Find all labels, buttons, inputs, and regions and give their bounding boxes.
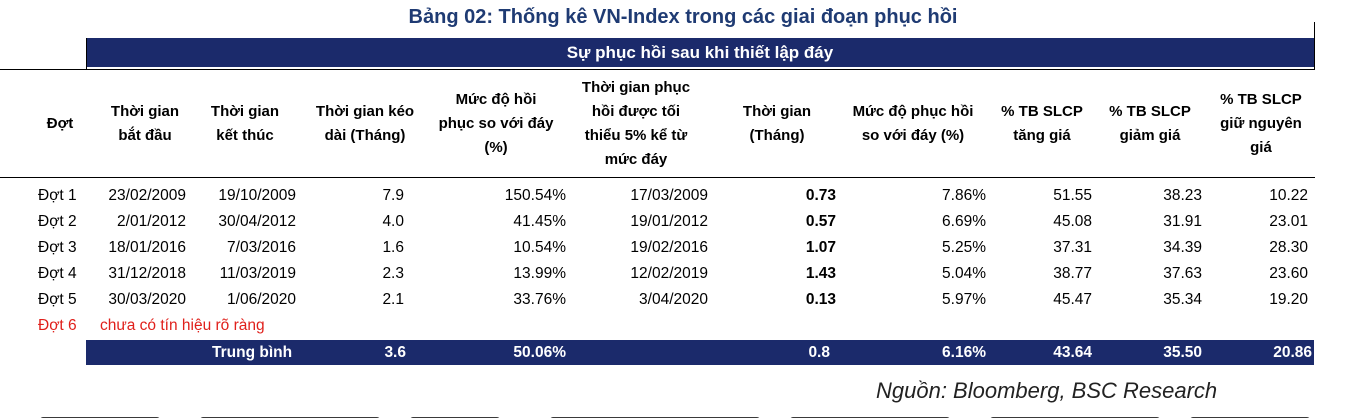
table-subheader: Sự phục hồi sau khi thiết lập đáy [86,38,1314,67]
right-border [1314,22,1315,70]
cell-flat: 23.60 [1269,265,1308,282]
left-border [86,38,87,70]
col-header-down: % TB SLCP giảm giá [1109,103,1191,144]
average-level: 6.16% [942,344,986,361]
cell-dot: Đợt 3 [38,239,77,256]
cell-down: 37.63 [1163,265,1202,282]
cell-lvl: 5.04% [942,265,986,282]
average-recovery: 50.06% [513,344,566,361]
cell-end: 1/06/2020 [227,291,296,308]
col-header-start: Thời gian bắt đầu [110,103,180,144]
row-note: chưa có tín hiệu rõ ràng [100,317,265,334]
average-row: Trung bình 3.6 50.06% 0.8 6.16% 43.64 35… [86,340,1314,365]
col-header-time: Thời gian (Tháng) [742,103,812,144]
cell-start: 31/12/2018 [108,265,186,282]
cell-flat: 10.22 [1269,187,1308,204]
average-time: 0.8 [808,344,830,361]
col-header-recovery: Mức độ hồi phục so với đáy (%) [438,91,554,156]
table-row: Đợt 2 2/01/2012 30/04/2012 4.0 41.45% 19/01/2… [0,209,1366,235]
cell-end: 11/03/2019 [219,265,296,282]
cell-dot: Đợt 2 [38,213,77,230]
cell-dot: Đợt 5 [38,291,77,308]
cell-flat: 19.20 [1269,291,1308,308]
header-bottom-rule [0,177,1315,178]
cell-down: 34.39 [1163,239,1202,256]
cell-lvl: 6.69% [942,213,986,230]
col-header-duration: Thời gian kéo dài (Tháng) [315,103,415,144]
cell-rec: 41.45% [513,213,566,230]
table-title: Bảng 02: Thống kê VN-Index trong các gia… [408,6,958,28]
header-top-rule [0,69,1315,70]
source-note: Nguồn: Bloomberg, BSC Research [876,378,1218,403]
cell-rec: 150.54% [504,187,566,204]
cell-lvl: 5.25% [942,239,986,256]
row-dot: Đợt 6 [38,317,77,334]
col-header-end: Thời gian kết thúc [210,103,280,144]
cell-dot: Đợt 1 [38,187,77,204]
cell-flat: 28.30 [1269,239,1308,256]
cell-start: 18/01/2016 [108,239,186,256]
cell-up: 45.08 [1053,213,1092,230]
cell-dur: 1.6 [382,239,404,256]
cell-dur: 4.0 [382,213,404,230]
cell-end: 19/10/2009 [218,187,296,204]
table-row: Đợt 5 30/03/2020 1/06/2020 2.1 33.76% 3/04/20… [0,287,1366,313]
table-row-pending: Đợt 6 chưa có tín hiệu rõ ràng [0,313,1366,339]
col-header-up: % TB SLCP tăng giá [1001,103,1083,144]
average-flat: 20.86 [1273,344,1312,361]
cell-time: 0.73 [805,187,836,204]
average-label: Trung bình [212,344,293,361]
col-header-min5: Thời gian phục hồi được tối thiểu 5% kể từ… [581,79,691,168]
cell-start: 30/03/2020 [108,291,186,308]
cell-start: 23/02/2009 [108,187,186,204]
table-row: Đợt 4 31/12/2018 11/03/2019 2.3 13.99% 12/02/… [0,261,1366,287]
average-down: 35.50 [1163,344,1202,361]
cell-rec: 13.99% [513,265,566,282]
cell-up: 45.47 [1053,291,1092,308]
cell-up: 37.31 [1053,239,1092,256]
cell-lvl: 7.86% [942,187,986,204]
col-header-level: Mức độ phục hồi so với đáy (%) [852,103,974,144]
cell-min5: 17/03/2009 [630,187,708,204]
cropped-text-line [0,410,1366,418]
cell-dur: 7.9 [382,187,404,204]
cell-rec: 33.76% [513,291,566,308]
cell-end: 30/04/2012 [218,213,296,230]
cell-min5: 3/04/2020 [639,291,708,308]
cell-dur: 2.3 [382,265,404,282]
average-duration: 3.6 [384,344,406,361]
cell-down: 35.34 [1163,291,1202,308]
cell-up: 51.55 [1053,187,1092,204]
cell-time: 1.07 [805,239,836,256]
cell-lvl: 5.97% [942,291,986,308]
average-up: 43.64 [1053,344,1092,361]
cell-min5: 19/02/2016 [630,239,708,256]
cell-time: 1.43 [805,265,836,282]
cell-down: 38.23 [1163,187,1202,204]
cell-min5: 19/01/2012 [630,213,708,230]
cell-end: 7/03/2016 [227,239,296,256]
cell-up: 38.77 [1053,265,1092,282]
col-header-flat: % TB SLCP giữ nguyên giá [1220,91,1302,156]
cell-start: 2/01/2012 [117,213,186,230]
table-row: Đợt 3 18/01/2016 7/03/2016 1.6 10.54% 19/02/2… [0,235,1366,261]
table-row: Đợt 1 23/02/2009 19/10/2009 7.9 150.54% 17/03… [0,183,1366,209]
cell-down: 31.91 [1163,213,1202,230]
cell-min5: 12/02/2019 [630,265,708,282]
cell-rec: 10.54% [513,239,566,256]
cell-time: 0.57 [805,213,836,230]
cell-flat: 23.01 [1269,213,1308,230]
col-header-dot: Đợt [46,115,74,132]
cell-dot: Đợt 4 [38,265,77,282]
cell-time: 0.13 [805,291,836,308]
cell-dur: 2.1 [382,291,404,308]
